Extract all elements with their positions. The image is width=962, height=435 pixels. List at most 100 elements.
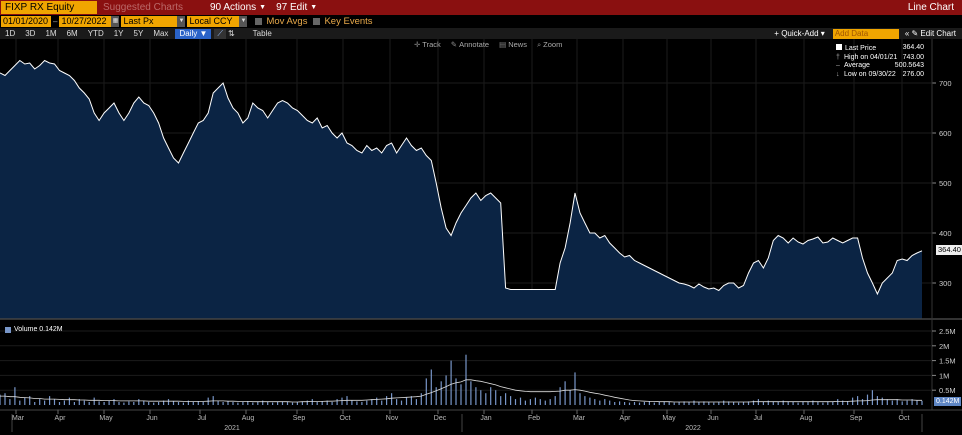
edit-menu[interactable]: 97 Edit ▼ xyxy=(273,2,320,13)
price-area xyxy=(0,60,922,319)
top-toolbar: FIXP RX Equity Suggested Charts 90 Actio… xyxy=(0,0,962,15)
volume-legend-label: Volume 0.142M xyxy=(14,326,63,333)
period-3d[interactable]: 3D xyxy=(25,29,36,38)
news-icon: ▤ xyxy=(499,40,507,49)
mov-avgs-checkbox[interactable] xyxy=(255,18,263,25)
legend-high-value: 743.00 xyxy=(902,53,924,61)
volume-tick-label-4: 0.5M xyxy=(939,386,956,395)
legend-last-price: Last Price 364.40 xyxy=(836,44,924,54)
legend-average-value: 500.5643 xyxy=(894,62,924,69)
legend-low-value: 276.00 xyxy=(902,70,924,78)
volume-axis: 2.5M 2M 1.5M 1M 0.5M xyxy=(932,327,956,395)
edit-chart-label: Edit Chart xyxy=(920,29,956,38)
news-tool[interactable]: ▤ News xyxy=(499,40,527,50)
month-label-10: Jan xyxy=(480,415,491,422)
month-label-11: Feb xyxy=(528,415,540,422)
zoom-tool[interactable]: ⌕ Zoom xyxy=(537,40,562,50)
news-label: News xyxy=(508,40,527,49)
field-select[interactable]: Last Px xyxy=(121,16,178,27)
month-label-15: Jun xyxy=(707,415,718,422)
year-label-1: 2022 xyxy=(685,425,701,432)
legend-low: ↓ Low on 09/30/22 276.00 xyxy=(836,71,924,80)
track-tool[interactable]: ✛ Track xyxy=(414,40,441,50)
actions-menu[interactable]: 90 Actions ▼ xyxy=(207,2,269,13)
frequency-label: Daily xyxy=(179,28,198,38)
actions-label: 90 Actions xyxy=(210,2,257,13)
month-label-6: Sep xyxy=(293,415,306,422)
track-label: Track xyxy=(422,40,441,49)
edit-chart-button[interactable]: « ✎ Edit Chart xyxy=(904,29,956,38)
volume-legend: Volume 0.142M xyxy=(5,326,63,333)
calendar-icon[interactable]: ▦ xyxy=(111,16,120,27)
period-ytd[interactable]: YTD xyxy=(87,29,104,38)
period-max[interactable]: Max xyxy=(153,29,169,38)
last-price-tag: 364.40 xyxy=(936,245,962,255)
period-1d[interactable]: 1D xyxy=(5,29,16,38)
quick-add-button[interactable]: + Quick-Add ▾ xyxy=(774,29,825,38)
sort-icon[interactable]: ⇅ xyxy=(227,29,235,38)
legend-high-label: High on 04/01/21 xyxy=(844,53,898,61)
year-label-0: 2021 xyxy=(224,425,240,432)
chevron-down-icon[interactable]: ▼ xyxy=(239,16,248,27)
suggested-charts-button[interactable]: Suggested Charts xyxy=(103,2,203,13)
year-axis: 2021 2022 xyxy=(11,414,923,432)
volume-swatch xyxy=(5,326,11,333)
period-1m[interactable]: 1M xyxy=(45,29,57,38)
volume-tick-label-3: 1M xyxy=(939,371,949,380)
table-button[interactable]: Table xyxy=(252,29,272,38)
annotate-tool[interactable]: ✎ Annotate xyxy=(451,40,489,50)
ticker-field[interactable]: FIXP RX Equity xyxy=(1,1,97,14)
price-tick-label-2: 500 xyxy=(939,179,952,188)
start-date-input[interactable]: 01/01/2020 xyxy=(1,16,51,27)
month-label-2: May xyxy=(99,415,113,422)
key-events-checkbox[interactable] xyxy=(313,18,321,25)
period-5y[interactable]: 5Y xyxy=(133,29,144,38)
legend-last-price-label: Last Price xyxy=(845,45,877,52)
chart-type-title: Line Chart xyxy=(907,2,954,13)
line-chart-icon[interactable]: ⟋ xyxy=(214,28,226,39)
edit-label: 97 Edit xyxy=(276,2,308,13)
zoom-icon: ⌕ xyxy=(536,40,542,49)
price-line xyxy=(0,59,923,296)
volume-tick-label-0: 2.5M xyxy=(939,327,956,336)
frequency-select[interactable]: Daily ▼ xyxy=(175,28,212,39)
suggested-charts-label: Suggested Charts xyxy=(103,2,184,13)
end-date-input[interactable]: 10/27/2022 xyxy=(59,16,112,27)
period-6m[interactable]: 6M xyxy=(66,29,78,38)
price-legend: Last Price 364.40 † High on 04/01/21 743.00… xyxy=(836,44,924,79)
month-label-0: Mar xyxy=(12,415,25,422)
chevron-down-icon[interactable]: ▼ xyxy=(177,16,186,27)
month-axis: Mar Apr May Jun Jul Aug Sep Oct Nov Dec Jan Feb Mar A… xyxy=(12,410,910,422)
chart-tools: ✛ Track ✎ Annotate ▤ News ⌕ Zoom xyxy=(414,40,562,50)
month-label-17: Aug xyxy=(800,415,813,422)
date-separator: – xyxy=(53,17,58,26)
volume-moving-average xyxy=(0,379,922,403)
price-tick-label-3: 400 xyxy=(939,229,952,238)
month-label-16: Jul xyxy=(754,415,763,422)
legend-swatch xyxy=(836,44,842,50)
crosshair-icon: ✛ xyxy=(414,40,421,49)
period-1y[interactable]: 1Y xyxy=(113,29,124,38)
legend-last-price-value: 364.40 xyxy=(902,44,924,51)
annotate-label: Annotate xyxy=(459,40,490,49)
month-label-1: Apr xyxy=(55,415,67,422)
month-label-9: Dec xyxy=(434,415,447,422)
legend-average-label: Average xyxy=(844,62,870,69)
quick-add-label: Quick-Add xyxy=(781,29,819,38)
legend-average: – Average 500.5643 xyxy=(836,62,924,71)
currency-select[interactable]: Local CCY xyxy=(187,16,240,27)
key-events-label: Key Events xyxy=(324,16,373,27)
month-label-3: Jun xyxy=(146,415,157,422)
chevron-down-icon: ▼ xyxy=(259,4,267,11)
average-marker-icon: – xyxy=(836,62,840,69)
last-volume-tag: 0.142M xyxy=(934,397,962,406)
legend-high: † High on 04/01/21 743.00 xyxy=(836,54,924,63)
period-toolbar: 1D 3D 1M 6M YTD 1Y 5Y Max Daily ▼ ⟋ ⇅ Ta… xyxy=(0,28,962,39)
zoom-label: Zoom xyxy=(543,40,563,49)
month-label-4: Jul xyxy=(198,415,207,422)
month-label-13: Apr xyxy=(620,415,632,422)
month-label-19: Oct xyxy=(899,415,910,422)
date-toolbar: 01/01/2020 – 10/27/2022 ▦ Last Px ▼ Loca… xyxy=(0,15,962,28)
add-data-input[interactable]: Add Data xyxy=(832,28,899,39)
